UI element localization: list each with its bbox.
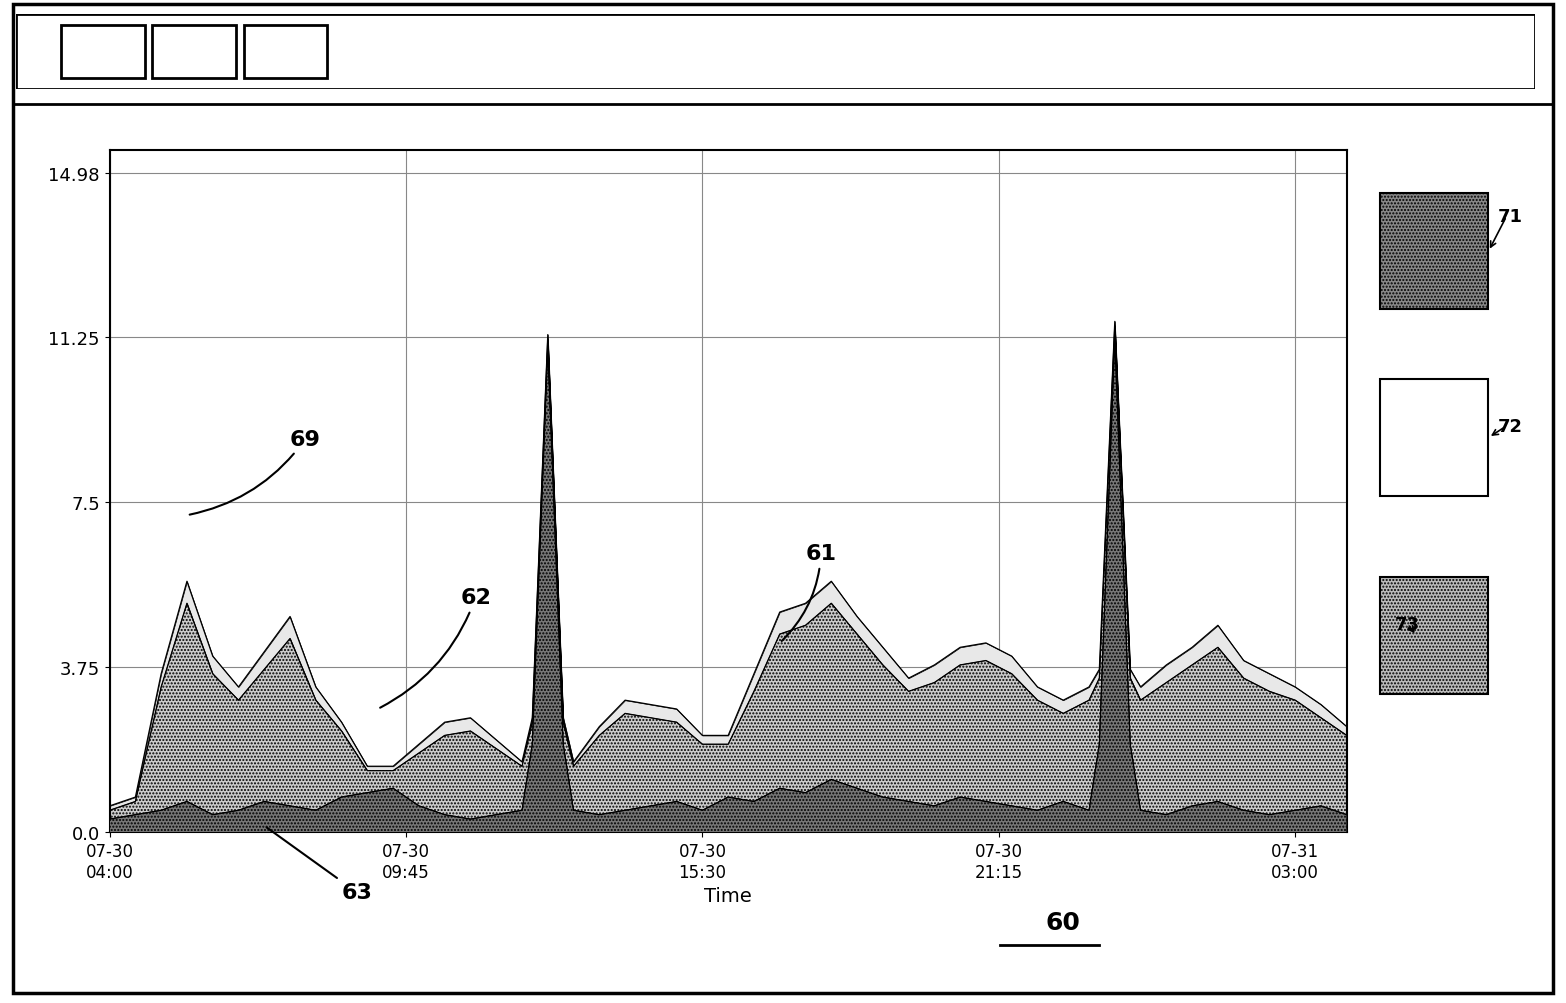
- Text: 60: 60: [1046, 911, 1081, 934]
- Text: 72: 72: [1497, 417, 1522, 435]
- FancyBboxPatch shape: [61, 26, 144, 79]
- X-axis label: Time: Time: [705, 887, 752, 906]
- FancyBboxPatch shape: [1381, 578, 1488, 694]
- FancyBboxPatch shape: [152, 26, 236, 79]
- Text: 73: 73: [1395, 615, 1420, 633]
- Text: 62: 62: [381, 588, 492, 708]
- FancyBboxPatch shape: [1381, 194, 1488, 310]
- Text: 61: 61: [781, 544, 836, 641]
- FancyBboxPatch shape: [16, 15, 1535, 90]
- Text: 71: 71: [1497, 208, 1522, 226]
- FancyBboxPatch shape: [244, 26, 327, 79]
- Text: 63: 63: [266, 827, 373, 903]
- FancyBboxPatch shape: [1381, 380, 1488, 496]
- Text: 69: 69: [189, 429, 321, 516]
